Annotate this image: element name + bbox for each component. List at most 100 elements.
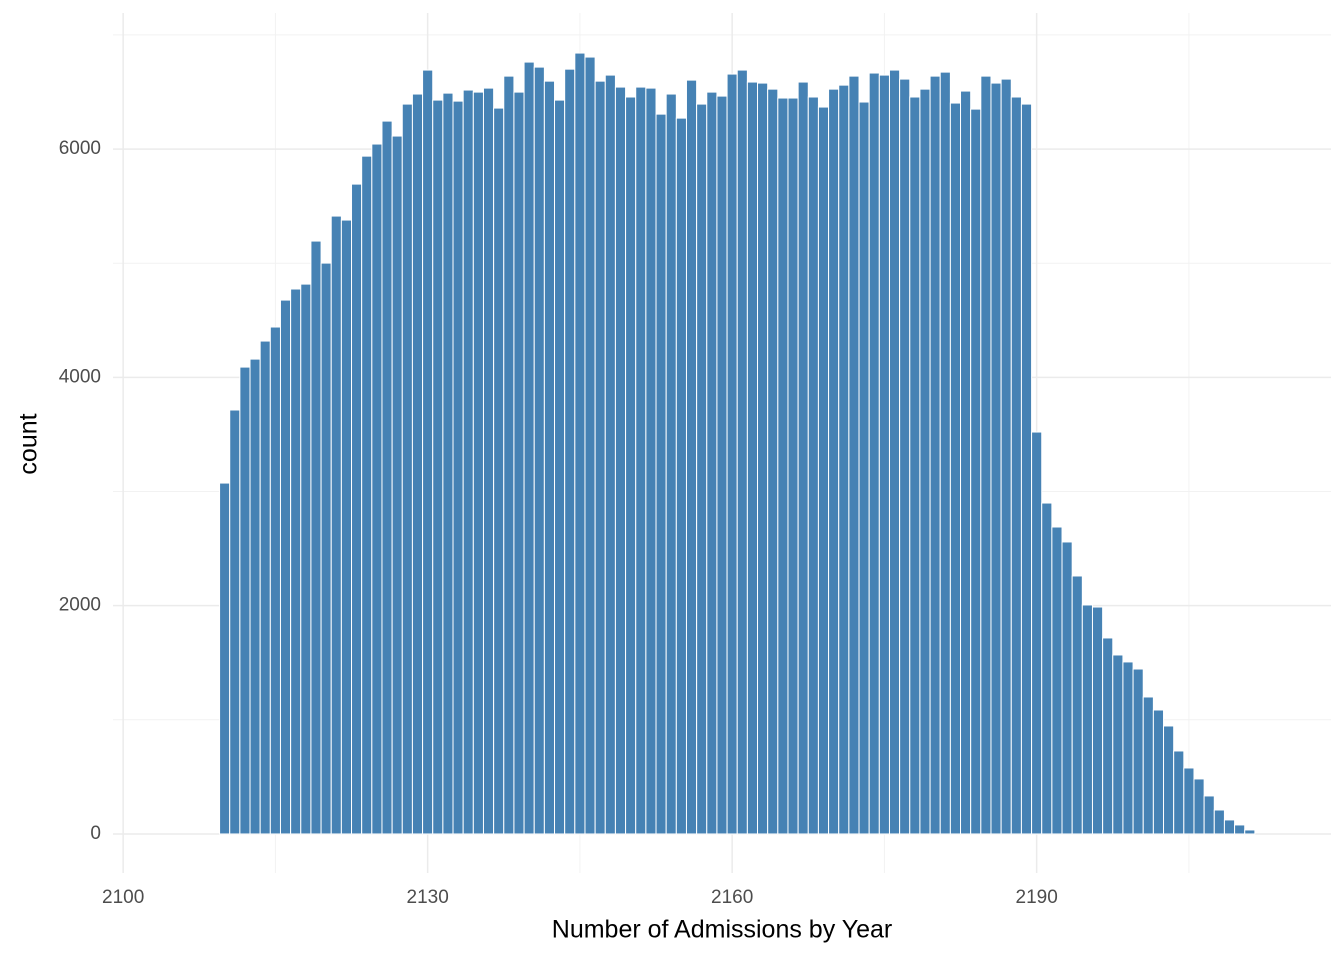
bar xyxy=(797,81,809,835)
bar xyxy=(1041,502,1053,835)
bar xyxy=(1112,654,1124,835)
bar xyxy=(320,262,332,835)
bar xyxy=(279,299,292,835)
bar xyxy=(300,283,312,835)
bar xyxy=(269,326,281,835)
bar xyxy=(351,183,363,835)
bar xyxy=(310,240,322,835)
bar xyxy=(696,103,708,835)
bar xyxy=(452,100,464,835)
bar xyxy=(290,288,302,835)
bar xyxy=(340,219,353,835)
bar xyxy=(493,107,505,835)
bar xyxy=(249,358,261,835)
bar xyxy=(533,66,545,835)
bar xyxy=(675,117,687,835)
bar xyxy=(482,87,495,835)
bar xyxy=(858,101,870,835)
bar xyxy=(1203,795,1215,835)
bar xyxy=(716,95,728,835)
bar xyxy=(1183,767,1195,835)
x-tick-label: 2160 xyxy=(711,887,753,908)
bar xyxy=(990,82,1002,835)
bar xyxy=(980,75,992,835)
bar xyxy=(1223,819,1236,835)
bar xyxy=(229,409,241,835)
bar xyxy=(949,102,962,835)
bar xyxy=(1071,575,1083,835)
bar xyxy=(878,74,890,835)
bar xyxy=(1193,778,1205,835)
bar xyxy=(665,93,677,835)
bar xyxy=(828,88,840,835)
bar xyxy=(960,90,972,835)
bar xyxy=(1051,526,1063,835)
bar xyxy=(422,69,434,835)
bar xyxy=(1234,824,1246,835)
y-tick-label: 0 xyxy=(90,823,101,844)
bar xyxy=(1244,829,1256,835)
bar xyxy=(1081,604,1093,835)
bar xyxy=(574,52,586,835)
bar xyxy=(554,99,566,835)
bar xyxy=(685,79,698,835)
bar xyxy=(371,143,383,835)
bar xyxy=(381,120,393,835)
bar xyxy=(604,74,616,835)
bar xyxy=(1000,78,1012,835)
bar xyxy=(594,80,606,835)
bar xyxy=(777,97,789,835)
y-axis-title: count xyxy=(15,413,43,474)
bar xyxy=(442,92,454,835)
bar xyxy=(1010,96,1022,835)
bar xyxy=(939,71,951,835)
bar xyxy=(462,89,474,835)
bar xyxy=(1061,541,1073,835)
bar xyxy=(929,75,941,835)
bar xyxy=(259,340,271,835)
bar xyxy=(411,93,424,835)
bar xyxy=(767,88,779,835)
bar xyxy=(472,91,484,835)
bar xyxy=(1102,637,1114,835)
bar xyxy=(1091,606,1104,835)
bar xyxy=(614,86,627,835)
bar xyxy=(888,69,901,835)
bar xyxy=(513,91,525,835)
bar xyxy=(543,80,556,835)
bar xyxy=(848,75,860,835)
bar xyxy=(564,68,576,835)
bar xyxy=(807,96,819,835)
bar xyxy=(330,215,342,835)
y-tick-label: 6000 xyxy=(59,138,101,159)
bar xyxy=(625,96,637,835)
bar xyxy=(655,113,667,835)
bar xyxy=(817,106,830,835)
bar xyxy=(838,84,850,835)
bar xyxy=(1163,725,1175,835)
bar xyxy=(361,155,373,835)
bar xyxy=(868,72,880,835)
bar xyxy=(503,75,515,835)
x-axis-title: Number of Admissions by Year xyxy=(552,916,892,944)
x-tick-label: 2130 xyxy=(407,887,449,908)
bar xyxy=(1152,709,1165,835)
bar xyxy=(1213,809,1225,835)
bar xyxy=(919,88,931,835)
bar xyxy=(1031,431,1043,835)
y-tick-label: 4000 xyxy=(59,366,101,387)
bar xyxy=(1020,103,1033,835)
x-tick-label: 2190 xyxy=(1016,887,1058,908)
bar xyxy=(219,482,231,835)
bar xyxy=(787,97,799,835)
bar xyxy=(391,135,403,835)
bar xyxy=(523,61,535,835)
bar xyxy=(899,78,911,835)
bar xyxy=(432,99,444,835)
bar xyxy=(726,73,738,835)
bar xyxy=(645,87,657,835)
bar xyxy=(635,86,647,835)
bar xyxy=(584,56,596,835)
